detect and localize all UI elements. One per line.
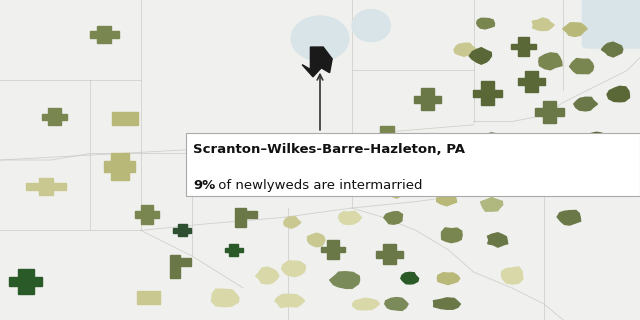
Bar — [511, 44, 536, 49]
Polygon shape — [275, 294, 305, 307]
Polygon shape — [607, 86, 630, 102]
Polygon shape — [211, 289, 239, 307]
Bar — [9, 277, 42, 286]
Bar — [138, 291, 160, 304]
Text: 9%: 9% — [193, 179, 216, 192]
Bar — [327, 240, 339, 259]
Bar — [321, 247, 345, 252]
Polygon shape — [469, 48, 492, 64]
Polygon shape — [488, 233, 508, 247]
FancyBboxPatch shape — [186, 133, 640, 196]
Bar — [173, 228, 191, 233]
Polygon shape — [481, 197, 502, 211]
Bar — [39, 178, 53, 195]
Polygon shape — [437, 273, 460, 284]
Bar — [135, 211, 159, 218]
Bar — [48, 108, 61, 125]
Text: Scranton–Wilkes-Barre–Hazleton, PA: Scranton–Wilkes-Barre–Hazleton, PA — [193, 143, 465, 156]
Bar — [244, 211, 257, 218]
Polygon shape — [591, 171, 612, 184]
Bar — [547, 136, 561, 160]
Bar — [272, 170, 307, 179]
Ellipse shape — [352, 10, 390, 42]
Bar — [281, 164, 298, 185]
Bar — [380, 126, 394, 149]
Polygon shape — [481, 133, 502, 148]
Bar — [236, 208, 246, 227]
Polygon shape — [386, 181, 408, 198]
Polygon shape — [256, 267, 279, 284]
Polygon shape — [454, 43, 477, 56]
Bar — [329, 163, 362, 171]
Polygon shape — [353, 298, 380, 310]
Polygon shape — [339, 211, 362, 225]
Bar — [178, 258, 191, 266]
Bar — [372, 134, 403, 141]
Ellipse shape — [291, 16, 349, 61]
Polygon shape — [384, 212, 403, 224]
Polygon shape — [539, 53, 562, 70]
Polygon shape — [570, 59, 593, 74]
Polygon shape — [330, 272, 360, 288]
Bar — [474, 90, 502, 97]
Bar — [518, 78, 545, 85]
Bar — [18, 269, 34, 294]
Bar — [111, 153, 129, 180]
Polygon shape — [302, 47, 332, 77]
Bar — [178, 224, 187, 236]
Bar — [112, 112, 138, 125]
Bar — [90, 31, 119, 38]
Bar — [338, 155, 354, 178]
Polygon shape — [585, 132, 609, 147]
Polygon shape — [401, 272, 419, 284]
Polygon shape — [563, 23, 588, 36]
Bar — [104, 161, 135, 172]
Bar — [42, 114, 67, 120]
Bar — [525, 71, 538, 92]
Bar — [538, 144, 569, 152]
Bar — [230, 244, 238, 256]
Polygon shape — [385, 298, 408, 310]
Bar — [170, 255, 180, 278]
Polygon shape — [483, 171, 503, 186]
Polygon shape — [477, 18, 495, 29]
Bar — [383, 244, 396, 264]
Bar — [543, 101, 556, 123]
Polygon shape — [602, 42, 623, 57]
Polygon shape — [501, 267, 523, 284]
Polygon shape — [546, 179, 567, 194]
Bar — [218, 158, 236, 187]
Bar — [428, 137, 444, 164]
Polygon shape — [442, 228, 462, 243]
Bar — [535, 108, 564, 116]
Bar — [141, 205, 153, 224]
Polygon shape — [557, 211, 580, 225]
Bar — [97, 26, 111, 43]
Polygon shape — [436, 191, 457, 206]
Bar — [418, 146, 453, 155]
Bar — [225, 248, 243, 252]
Bar — [209, 167, 246, 179]
Polygon shape — [282, 261, 305, 276]
Polygon shape — [532, 18, 554, 30]
Bar — [421, 88, 434, 110]
Polygon shape — [433, 298, 460, 309]
Bar — [26, 183, 66, 190]
Text: of newlyweds are intermarried: of newlyweds are intermarried — [214, 179, 422, 192]
Polygon shape — [284, 217, 301, 228]
Bar — [518, 37, 529, 56]
Bar — [414, 96, 441, 103]
Polygon shape — [307, 233, 325, 247]
FancyBboxPatch shape — [582, 0, 640, 48]
Bar — [376, 251, 403, 258]
Bar — [481, 81, 494, 105]
Polygon shape — [573, 97, 598, 111]
